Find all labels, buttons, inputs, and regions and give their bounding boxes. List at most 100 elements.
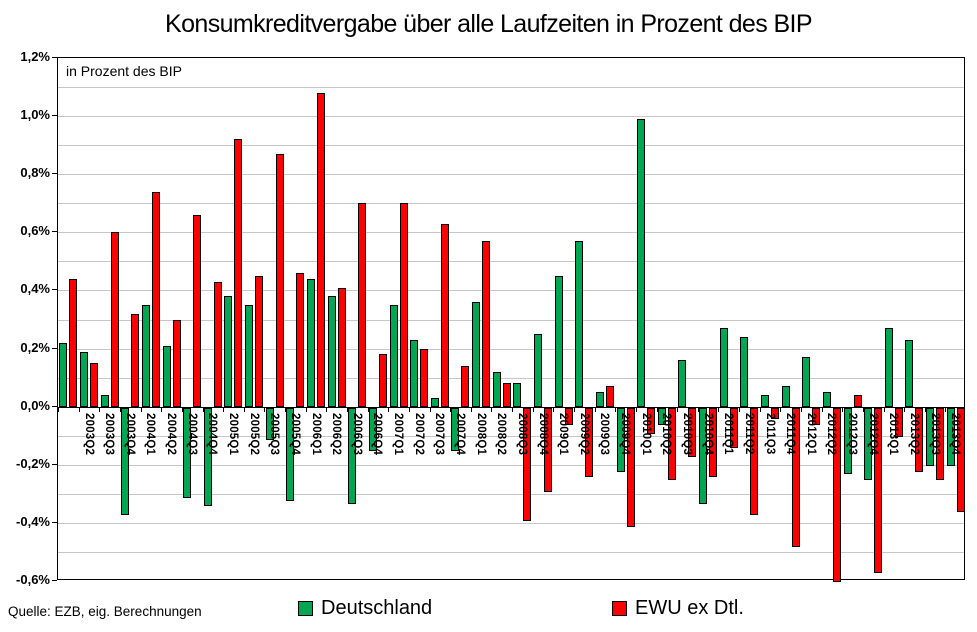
deutschland-swatch-icon xyxy=(298,601,313,616)
x-axis-tick xyxy=(181,407,183,412)
bar-deutschland xyxy=(926,407,934,466)
plot-unit-note: in Prozent des BIP xyxy=(66,63,182,79)
bar-ewu xyxy=(585,407,594,478)
x-axis-label: 2005Q4 xyxy=(288,412,301,455)
bar-deutschland xyxy=(761,395,769,407)
bar-ewu xyxy=(317,92,325,407)
bar-ewu xyxy=(894,407,903,437)
bar-deutschland xyxy=(678,360,687,407)
x-axis-tick xyxy=(305,407,307,412)
y-axis-tick xyxy=(52,173,57,175)
x-axis-tick xyxy=(367,407,369,412)
gridline xyxy=(58,319,964,321)
bar-deutschland xyxy=(843,407,852,475)
bar-ewu xyxy=(564,407,573,426)
bar-deutschland xyxy=(513,383,522,407)
gridline xyxy=(58,261,964,263)
plot-area xyxy=(57,57,965,582)
bar-deutschland xyxy=(327,296,336,407)
x-axis-tick xyxy=(58,407,59,412)
y-axis-tick xyxy=(52,115,57,117)
x-axis-tick xyxy=(388,407,390,412)
x-axis-label: 2011Q3 xyxy=(763,412,776,455)
bar-deutschland xyxy=(905,339,914,407)
x-axis-tick xyxy=(99,407,101,412)
x-axis-label: 2004Q4 xyxy=(206,412,219,455)
bar-ewu xyxy=(605,386,614,407)
gridline xyxy=(58,348,964,350)
bar-deutschland xyxy=(245,305,253,407)
bar-deutschland xyxy=(203,407,212,507)
y-axis-label: 1,0% xyxy=(20,107,50,123)
x-axis-label: 2013Q1 xyxy=(887,412,900,455)
bar-ewu xyxy=(936,407,944,481)
x-axis-label: 2010Q4 xyxy=(701,412,714,455)
bar-ewu xyxy=(874,407,883,574)
bar-deutschland xyxy=(946,407,955,466)
x-axis-tick xyxy=(759,407,761,412)
x-axis-label: 2008Q2 xyxy=(495,412,508,455)
bar-deutschland xyxy=(183,407,192,498)
bar-deutschland xyxy=(595,392,604,407)
bar-deutschland xyxy=(472,302,480,407)
bar-ewu xyxy=(832,407,841,582)
x-axis-tick xyxy=(594,407,596,412)
x-axis-label: 2003Q2 xyxy=(82,412,95,455)
x-axis-tick xyxy=(635,407,637,412)
y-axis-label: 1,2% xyxy=(20,49,50,64)
bar-deutschland xyxy=(657,407,666,426)
y-axis-label: -0,6% xyxy=(16,572,50,587)
x-axis-tick xyxy=(264,407,266,412)
gridline xyxy=(58,377,964,379)
x-axis-label: 2009Q4 xyxy=(619,412,631,455)
bar-ewu xyxy=(69,278,78,407)
x-axis-tick xyxy=(964,407,965,412)
x-axis-label: 2007Q3 xyxy=(433,412,446,455)
x-axis-label: 2010Q2 xyxy=(660,412,673,455)
bar-deutschland xyxy=(389,305,398,407)
x-axis-label: 2008Q1 xyxy=(474,412,487,455)
x-axis-label: 2007Q4 xyxy=(453,412,466,455)
x-axis-label: 2004Q1 xyxy=(144,412,157,455)
bar-ewu xyxy=(667,407,676,481)
bar-ewu xyxy=(420,348,429,407)
x-axis-tick xyxy=(656,407,658,412)
x-axis-label: 2003Q3 xyxy=(103,412,116,455)
y-axis-label: 0,8% xyxy=(20,165,50,181)
x-axis-label: 2011Q2 xyxy=(742,412,755,455)
x-axis-label: 2008Q4 xyxy=(536,412,549,455)
gridline xyxy=(58,290,964,292)
x-axis-tick xyxy=(862,407,864,412)
y-axis-label: -0,2% xyxy=(16,455,50,471)
x-axis-label: 2006Q3 xyxy=(350,412,363,455)
legend-label-ewu: EWU ex Dtl. xyxy=(635,597,744,619)
bar-deutschland xyxy=(265,407,274,440)
x-axis-tick xyxy=(615,407,617,412)
bar-deutschland xyxy=(781,386,790,407)
x-axis-label: 2011Q1 xyxy=(722,412,735,455)
bar-deutschland xyxy=(884,328,893,407)
bar-ewu xyxy=(729,407,738,449)
bar-deutschland xyxy=(699,407,707,504)
x-axis-tick xyxy=(285,407,286,412)
bar-ewu xyxy=(709,407,717,478)
bar-deutschland xyxy=(410,339,419,407)
bar-deutschland xyxy=(368,407,377,452)
x-axis-tick xyxy=(677,407,679,412)
x-axis-label: 2013Q4 xyxy=(949,412,962,455)
bar-ewu xyxy=(440,223,449,407)
x-axis-label: 2012Q4 xyxy=(866,412,879,455)
bar-deutschland xyxy=(121,407,130,516)
bar-ewu xyxy=(275,153,284,407)
bar-ewu xyxy=(378,354,387,407)
bar-deutschland xyxy=(740,336,749,407)
x-axis-label: 2007Q2 xyxy=(412,412,425,455)
x-axis-tick xyxy=(800,407,802,412)
gridline xyxy=(58,464,964,466)
x-axis-tick xyxy=(780,407,782,412)
bar-ewu xyxy=(461,366,470,407)
x-axis-tick xyxy=(243,407,245,412)
y-axis-label: 0,2% xyxy=(20,339,50,355)
bar-deutschland xyxy=(141,305,150,407)
y-axis-label: 0,4% xyxy=(20,281,50,297)
